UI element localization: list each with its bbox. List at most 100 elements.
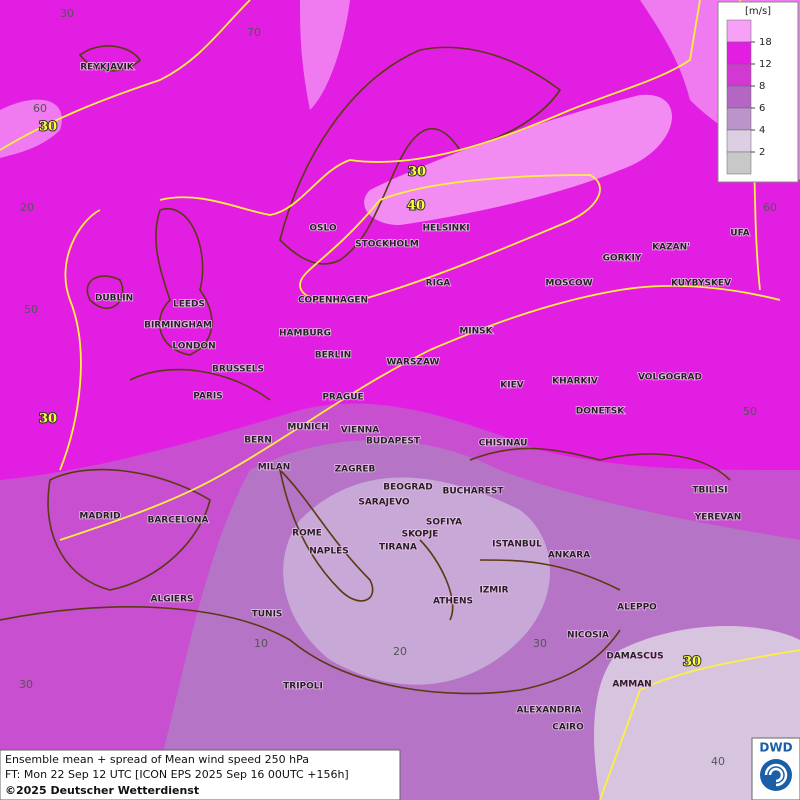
city-label: WARSZAW <box>387 358 440 368</box>
city-label: TBILISI <box>692 486 727 496</box>
contour-label: 30 <box>683 655 701 670</box>
legend-swatch <box>726 151 752 175</box>
grid-label: 40 <box>711 755 725 768</box>
city-label: STOCKHOLM <box>355 240 419 250</box>
city-label: TRIPOLI <box>283 682 323 692</box>
city-label: DUBLIN <box>95 294 133 304</box>
legend-swatch <box>726 41 752 65</box>
city-label: UFA <box>730 229 749 239</box>
city-label: DAMASCUS <box>606 652 663 662</box>
city-label: VOLGOGRAD <box>638 373 702 383</box>
city-label: CHISINAU <box>479 439 528 449</box>
legend-label: 12 <box>759 59 772 70</box>
city-label: MILAN <box>258 463 291 473</box>
city-label: ROME <box>292 529 322 539</box>
legend-swatch <box>726 129 752 153</box>
city-label: YEREVAN <box>694 513 742 523</box>
city-label: VIENNA <box>341 426 380 436</box>
city-label: CAIRO <box>552 723 584 733</box>
city-label: TIRANA <box>379 543 417 553</box>
jet-area <box>364 94 673 226</box>
grid-label: 30 <box>533 637 547 650</box>
legend-swatch <box>726 19 752 43</box>
grid-label: 70 <box>247 26 261 39</box>
city-label: BERLIN <box>315 351 352 361</box>
logo-icon <box>760 759 792 791</box>
city-label: NICOSIA <box>567 631 609 641</box>
city-label: BARCELONA <box>147 516 208 526</box>
city-label: LEEDS <box>173 300 205 310</box>
city-label: MINSK <box>459 327 493 337</box>
city-label: SOFIYA <box>426 518 462 528</box>
jet-area <box>300 0 350 110</box>
city-label: ATHENS <box>433 597 473 607</box>
city-label: ZAGREB <box>335 465 376 475</box>
city-label: SARAJEVO <box>358 498 410 508</box>
city-label: MADRID <box>79 512 120 522</box>
city-label: REYKJAVIK <box>80 63 135 73</box>
city-label: AMMAN <box>612 680 651 690</box>
city-label: BIRMINGHAM <box>144 321 212 331</box>
city-label: ALEPPO <box>617 603 657 613</box>
city-label: NAPLES <box>309 547 348 557</box>
city-label: PARIS <box>193 392 223 402</box>
city-label: TUNIS <box>252 610 283 620</box>
grid-label: 20 <box>20 201 34 214</box>
city-label: BEOGRAD <box>383 483 432 493</box>
logo-swirl <box>764 763 788 787</box>
city-label: BUDAPEST <box>366 437 421 447</box>
city-label: OSLO <box>309 224 337 234</box>
city-label: KUYBYSKEV <box>671 279 731 289</box>
contour-label: 30 <box>39 412 57 427</box>
city-label: ISTANBUL <box>492 540 542 550</box>
legend-swatch <box>726 85 752 109</box>
legend-swatch <box>726 107 752 131</box>
city-label: PRAGUE <box>322 393 363 403</box>
grid-label: 30 <box>60 7 74 20</box>
city-label: COPENHAGEN <box>298 296 368 306</box>
city-label: IZMIR <box>479 586 508 596</box>
city-label: BERN <box>244 436 271 446</box>
spread-area <box>594 626 800 800</box>
footer-title: Ensemble mean + spread of Mean wind spee… <box>5 753 309 766</box>
grid-label: 20 <box>393 645 407 658</box>
city-label: LONDON <box>172 342 215 352</box>
grid-label: 30 <box>19 678 33 691</box>
city-label: MOSCOW <box>545 279 592 289</box>
legend-swatch <box>726 63 752 87</box>
legend-label: 8 <box>759 81 765 92</box>
city-label: ALGIERS <box>151 595 194 605</box>
city-label: GORKIY <box>603 254 642 264</box>
jet-area <box>0 99 62 158</box>
footer-copyright: ©2025 Deutscher Wetterdienst <box>5 784 199 797</box>
city-label: RIGA <box>426 279 451 289</box>
grid-label: 50 <box>743 405 757 418</box>
logo-text: DWD <box>759 741 792 755</box>
legend-unit: [m/s] <box>745 6 771 17</box>
contour-label: 40 <box>407 199 425 214</box>
grid-label: 60 <box>763 201 777 214</box>
city-label: ALEXANDRIA <box>517 706 582 716</box>
city-label: KIEV <box>500 381 523 391</box>
spread-area <box>283 477 550 685</box>
city-label: DONETSK <box>576 407 625 417</box>
city-label: HELSINKI <box>422 224 469 234</box>
footer-box <box>0 749 401 800</box>
footer-forecast: FT: Mon 22 Sep 12 UTC [ICON EPS 2025 Sep… <box>5 768 349 781</box>
legend-label: 4 <box>759 125 765 136</box>
grid-label: 10 <box>254 637 268 650</box>
legend: [m/s] 18 12 8 6 4 2 <box>717 1 799 183</box>
city-label: BUCHAREST <box>443 487 505 497</box>
grid-label: 60 <box>33 102 47 115</box>
city-label: HAMBURG <box>279 329 331 339</box>
city-label: ANKARA <box>548 551 590 561</box>
grid-label: 50 <box>24 303 38 316</box>
city-label: KAZAN' <box>652 243 690 253</box>
city-label: KHARKIV <box>552 377 598 387</box>
city-label: BRUSSELS <box>212 365 264 375</box>
legend-label: 2 <box>759 147 765 158</box>
city-label: MUNICH <box>287 423 328 433</box>
